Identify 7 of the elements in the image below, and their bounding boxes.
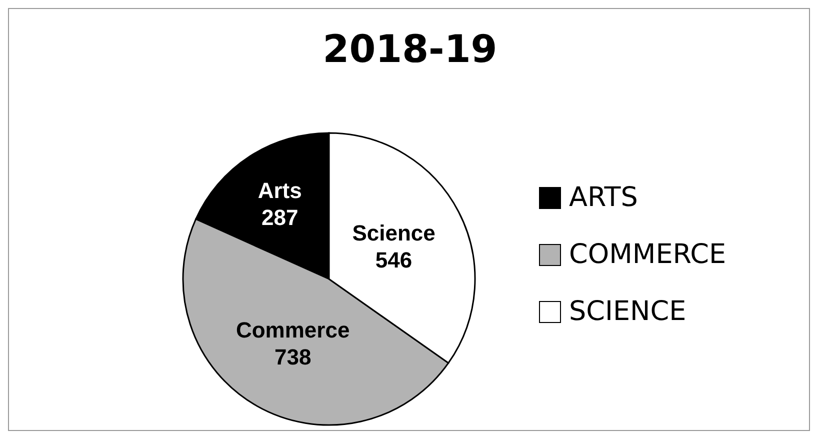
legend-label: COMMERCE (569, 239, 726, 270)
legend-label: ARTS (569, 182, 638, 213)
chart-title: 2018-19 (322, 27, 498, 71)
data-label: Arts 287 (258, 177, 302, 230)
data-label: Science 546 (352, 220, 436, 272)
legend-label: SCIENCE (569, 296, 686, 327)
data-label: Commerce 738 (236, 316, 350, 369)
